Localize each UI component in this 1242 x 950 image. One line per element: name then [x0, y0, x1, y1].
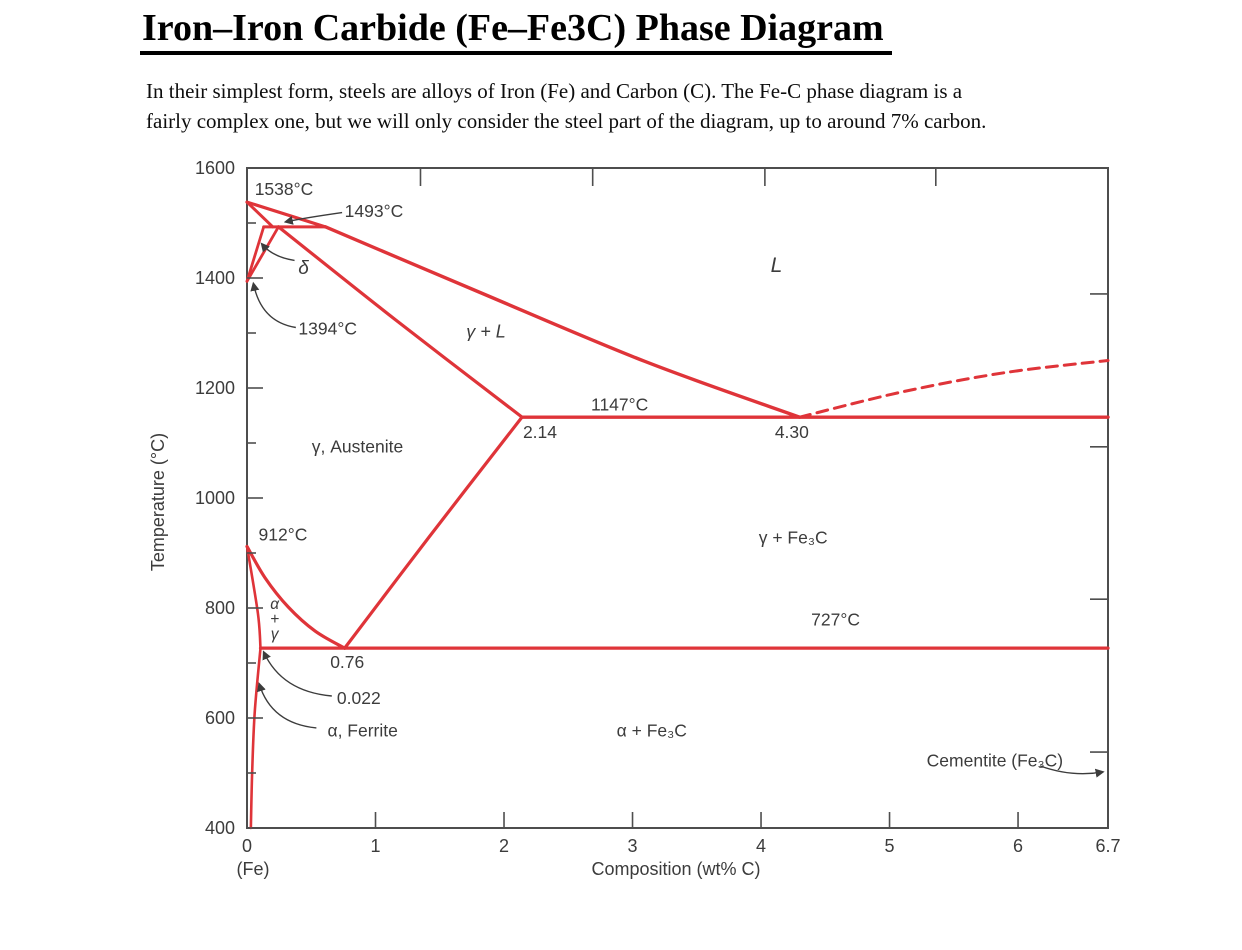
y-tick-label: 1200: [195, 378, 235, 398]
arrow-cementite: [1039, 765, 1105, 778]
arrow-ferrite: [257, 682, 317, 729]
region-austenite: γ, Austenite: [312, 436, 403, 456]
label-2-14: 2.14: [523, 422, 557, 442]
label-4-30: 4.30: [775, 422, 809, 442]
arrow-0-022: [262, 650, 332, 697]
liquidus-delta-segment: [245, 200, 327, 229]
label-ferrite: α, Ferrite: [327, 721, 397, 741]
acm-line: [343, 415, 524, 650]
label-1147: 1147°C: [591, 395, 648, 415]
label-delta: δ: [298, 258, 309, 279]
x-tick-label: 6: [1013, 836, 1023, 856]
x-origin-label: (Fe): [237, 859, 270, 879]
label-1394: 1394°C: [298, 319, 357, 339]
intro-line-1: In their simplest form, steels are alloy…: [146, 79, 963, 103]
arrow-1394: [250, 281, 296, 329]
x-tick-label: 3: [628, 836, 638, 856]
x-tick-label: 5: [885, 836, 895, 856]
y-tick-label: 800: [205, 598, 235, 618]
y-axis-title: Temperature (°C): [148, 433, 168, 571]
x-tick-label: 0: [242, 836, 252, 856]
delta-solidus: [245, 200, 275, 229]
y-tick-label: 1600: [195, 158, 235, 178]
intro-line-2: fairly complex one, but we will only con…: [146, 109, 987, 133]
liquidus: [323, 225, 802, 419]
label-727: 727°C: [811, 610, 860, 630]
region-gamma-plus-l: γ + L: [466, 321, 506, 341]
arrow-1493: [283, 211, 343, 225]
x-tick-label: 6.7: [1095, 836, 1120, 856]
label-912: 912°C: [259, 524, 308, 544]
label-0-76: 0.76: [330, 652, 364, 672]
x-tick-label: 2: [499, 836, 509, 856]
x-tick-label: 4: [756, 836, 766, 856]
region-gamma-fe3c: γ + Fe₃C: [759, 528, 828, 548]
y-tick-label: 1400: [195, 268, 235, 288]
gamma-solidus: [276, 225, 524, 419]
x-axis-title: Composition (wt% C): [591, 859, 760, 879]
delta-gamma-boundary-right: [245, 225, 280, 283]
region-alpha-fe3c: α + Fe₃C: [617, 721, 687, 741]
y-tick-label: 600: [205, 708, 235, 728]
page-title: Iron–Iron Carbide (Fe–Fe3C) Phase Diagra…: [140, 6, 892, 55]
label-1493: 1493°C: [345, 201, 404, 221]
region-alpha-plus-gamma: α + γ: [270, 596, 280, 643]
y-tick-label: 400: [205, 818, 235, 838]
a3-line: [245, 544, 347, 650]
y-tick-label: 1000: [195, 488, 235, 508]
x-tick-label: 1: [370, 836, 380, 856]
delta-gamma-boundary-left: [245, 225, 266, 283]
alpha-solvus-upper: [245, 545, 262, 650]
liquidus-extension-dashed: [798, 359, 1110, 419]
label-0-022: 0.022: [337, 688, 381, 708]
arrow-delta: [260, 242, 295, 262]
intro-text: In their simplest form, steels are alloy…: [146, 76, 986, 136]
region-liquid: L: [771, 254, 783, 277]
alpha-solvus-lower: [249, 646, 262, 830]
label-cementite: Cementite (Fe₃C): [927, 750, 1063, 770]
label-1538: 1538°C: [255, 179, 314, 199]
